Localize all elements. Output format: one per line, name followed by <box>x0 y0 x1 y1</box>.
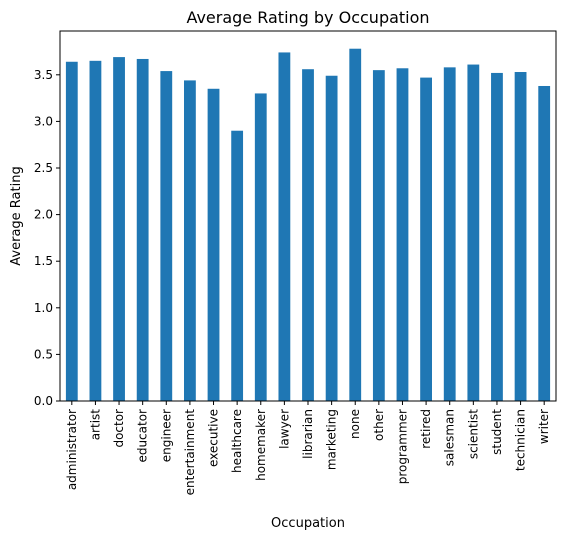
y-tick-label: 2.5 <box>34 161 53 175</box>
y-tick-label: 0.0 <box>34 394 53 408</box>
bar-technician <box>514 72 527 401</box>
x-axis-label: Occupation <box>271 516 345 531</box>
plot-frame <box>59 30 557 402</box>
bar-educator <box>136 58 149 402</box>
y-tick-label: 3.0 <box>34 114 53 128</box>
x-tick-label: healthcare <box>230 409 244 473</box>
x-tick-label: executive <box>207 409 221 467</box>
chart-title: Average Rating by Occupation <box>186 8 429 27</box>
x-tick-label: scientist <box>466 409 480 459</box>
bar-writer <box>538 85 551 402</box>
x-tick-label: retired <box>419 409 433 449</box>
x-tick-label: programmer <box>395 409 409 484</box>
x-tick-label: technician <box>514 409 528 471</box>
bar-engineer <box>160 71 173 401</box>
y-tick-label: 2.0 <box>34 208 53 222</box>
y-tick-label: 0.5 <box>34 347 53 361</box>
bar-executive <box>207 88 220 401</box>
y-tick-label: 1.5 <box>34 254 53 268</box>
x-tick-label: lawyer <box>277 409 291 449</box>
y-axis-label: Average Rating <box>9 166 24 265</box>
x-tick-label: administrator <box>65 409 79 490</box>
x-tick-label: librarian <box>301 409 315 459</box>
x-tick-label: student <box>490 409 504 455</box>
x-tick-label: none <box>348 409 362 439</box>
x-tick-label: entertainment <box>183 409 197 496</box>
bar-scientist <box>467 64 480 402</box>
bars-group <box>65 48 551 402</box>
x-tick-label: engineer <box>159 409 173 462</box>
bar-other <box>372 70 385 401</box>
x-tick-label: educator <box>136 409 150 463</box>
y-axis-ticks: 0.0 0.5 1.0 1.5 2.0 2.5 3.0 3.5 <box>34 68 60 408</box>
x-tick-label: salesman <box>443 409 457 466</box>
x-tick-label: homemaker <box>254 409 268 481</box>
x-tick-label: writer <box>537 409 551 444</box>
x-tick-label: doctor <box>112 409 126 448</box>
bar-marketing <box>325 75 338 402</box>
x-tick-label: other <box>372 409 386 441</box>
bar-retired <box>420 77 432 401</box>
bar-salesman <box>443 67 456 401</box>
bar-entertainment <box>184 80 196 402</box>
bar-doctor <box>113 57 125 401</box>
bar-lawyer <box>278 52 291 401</box>
bar-student <box>491 72 503 401</box>
bar-administrator <box>65 61 78 401</box>
bar-librarian <box>302 69 314 402</box>
bar-programmer <box>396 68 409 401</box>
x-axis-ticks: administrator artist doctor educator enginee… <box>65 401 551 495</box>
y-tick-label: 3.5 <box>34 68 53 82</box>
x-tick-label: marketing <box>325 409 339 470</box>
y-tick-label: 1.0 <box>34 301 53 315</box>
x-tick-label: artist <box>88 409 102 441</box>
bar-healthcare <box>231 130 244 401</box>
bar-none <box>349 48 362 402</box>
bar-artist <box>89 60 102 401</box>
bar-homemaker <box>254 93 267 401</box>
